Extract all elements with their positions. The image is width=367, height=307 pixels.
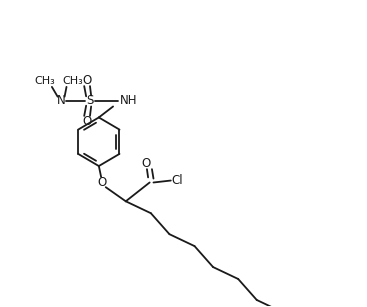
Text: CH₃: CH₃ (62, 76, 83, 86)
Text: N: N (57, 95, 65, 107)
Text: NH: NH (120, 95, 138, 107)
Text: CH₃: CH₃ (34, 76, 55, 86)
Text: S: S (86, 95, 94, 107)
Text: O: O (82, 74, 91, 87)
Text: O: O (141, 157, 150, 170)
Text: Cl: Cl (171, 174, 183, 187)
Text: O: O (97, 176, 106, 189)
Text: O: O (82, 115, 91, 128)
